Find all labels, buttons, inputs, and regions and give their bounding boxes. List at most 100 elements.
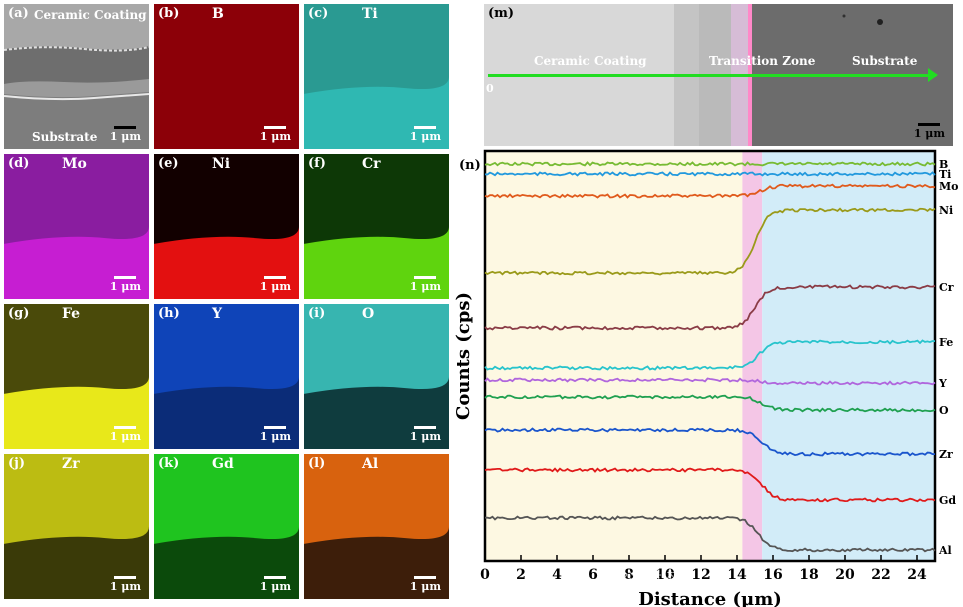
ceramic-coating-label: Ceramic Coating bbox=[34, 8, 147, 22]
series-line-y bbox=[484, 377, 936, 386]
map-panel-y: (h) Y 1 μm bbox=[154, 304, 299, 449]
series-label-b: B bbox=[939, 158, 948, 171]
x-tick-label: 8 bbox=[624, 567, 634, 583]
map-image-b bbox=[154, 4, 299, 149]
scale-bar: 1 μm bbox=[260, 126, 291, 143]
series-label-fe: Fe bbox=[939, 336, 953, 349]
map-panel-cr: (f) Cr 1 μm bbox=[304, 154, 449, 299]
map-image-y bbox=[154, 304, 299, 449]
element-label: Zr bbox=[62, 456, 80, 472]
series-label-o: O bbox=[939, 404, 949, 417]
x-tick-label: 10 bbox=[655, 567, 675, 583]
x-tick-label: 14 bbox=[727, 567, 747, 583]
zone-ceramic-label: Ceramic Coating bbox=[534, 54, 647, 68]
scale-bar: 1 μm bbox=[110, 426, 141, 443]
series-line-cr bbox=[484, 284, 936, 331]
element-label: Gd bbox=[212, 456, 234, 472]
region-band bbox=[742, 151, 763, 561]
x-tick-label: 18 bbox=[799, 567, 818, 583]
scale-bar: 1 μm bbox=[260, 426, 291, 443]
map-panel-ti: (c) Ti 1 μm bbox=[304, 4, 449, 149]
map-image-zr bbox=[4, 454, 149, 599]
map-image-gd bbox=[154, 454, 299, 599]
zone-transition-label: Transition Zone bbox=[709, 54, 816, 68]
map-panel-label: (l) bbox=[308, 456, 326, 471]
scale-bar: 1 μm bbox=[260, 576, 291, 593]
map-image-ni bbox=[154, 154, 299, 299]
line-scan-chart-panel: (n) 0 2 4 6 8 10 12 14 16 18 20 22 24 Distance (μm) Co… bbox=[455, 146, 963, 607]
watermark: 公众号·材料 bbox=[620, 569, 695, 585]
x-tick-label: 4 bbox=[552, 567, 562, 583]
map-panel-fe: (g) Fe 1 μm bbox=[4, 304, 149, 449]
map-image-o bbox=[304, 304, 449, 449]
x-tick-label: 24 bbox=[907, 567, 927, 583]
map-panel-label: (j) bbox=[8, 456, 26, 471]
map-panel-label: (h) bbox=[158, 306, 180, 321]
scale-bar: 1 μm bbox=[110, 126, 141, 143]
element-label: Y bbox=[212, 306, 222, 322]
series-line-zr bbox=[484, 427, 935, 457]
sem-panel-a: (a) Ceramic Coating Substrate 1 μm bbox=[4, 4, 149, 149]
element-label: Mo bbox=[62, 156, 87, 172]
series-label-al: Al bbox=[938, 544, 952, 557]
x-tick-label: 6 bbox=[588, 567, 598, 583]
map-image-cr bbox=[304, 154, 449, 299]
map-image-mo bbox=[4, 154, 149, 299]
element-label: Al bbox=[362, 456, 379, 472]
sem-a-image bbox=[4, 4, 149, 149]
map-panel-zr: (j) Zr 1 μm bbox=[4, 454, 149, 599]
panel-a-label: (a) bbox=[8, 6, 29, 21]
map-panel-b: (b) B 1 μm bbox=[154, 4, 299, 149]
zone-substrate-label: Substrate bbox=[852, 54, 918, 68]
series-line-ti bbox=[484, 171, 936, 177]
element-label: Ti bbox=[362, 6, 378, 22]
scale-bar: 1 μm bbox=[410, 426, 441, 443]
plot-frame bbox=[483, 149, 937, 563]
x-tick-label: 12 bbox=[691, 567, 710, 583]
series-line-gd bbox=[484, 467, 936, 503]
panel-m-label: (m) bbox=[488, 6, 515, 21]
scale-bar: 1 μm bbox=[410, 126, 441, 143]
scale-bar: 1 μm bbox=[110, 276, 141, 293]
x-tick-label: 2 bbox=[516, 567, 526, 583]
element-label: Ni bbox=[212, 156, 231, 172]
map-image-ti bbox=[304, 4, 449, 149]
scale-bar: 1 μm bbox=[410, 276, 441, 293]
element-label: Cr bbox=[362, 156, 381, 172]
series-label-mo: Mo bbox=[939, 180, 959, 193]
x-tick-label: 20 bbox=[835, 567, 855, 583]
sem-panel-m: (m) Ceramic Coating Transition Zone Subs… bbox=[484, 4, 953, 146]
scale-bar: 1 μm bbox=[410, 576, 441, 593]
scale-bar: 1 μm bbox=[110, 576, 141, 593]
element-label: Fe bbox=[62, 306, 81, 322]
map-image-fe bbox=[4, 304, 149, 449]
map-panel-al: (l) Al 1 μm bbox=[304, 454, 449, 599]
series-line-ni bbox=[484, 207, 936, 276]
region-band bbox=[485, 151, 743, 561]
map-panel-ni: (e) Ni 1 μm bbox=[154, 154, 299, 299]
region-band bbox=[762, 151, 935, 561]
x-axis-label: Distance (μm) bbox=[638, 589, 782, 607]
y-axis-label: Counts (cps) bbox=[455, 292, 474, 420]
map-panel-label: (e) bbox=[158, 156, 179, 171]
series-line-o bbox=[484, 394, 936, 413]
map-panel-label: (k) bbox=[158, 456, 180, 471]
scale-bar: 1 μm bbox=[260, 276, 291, 293]
series-label-zr: Zr bbox=[939, 448, 953, 461]
x-tick-label: 0 bbox=[480, 567, 490, 583]
series-label-ni: Ni bbox=[939, 204, 953, 217]
x-tick-label: 16 bbox=[763, 567, 782, 583]
substrate-label: Substrate bbox=[32, 130, 98, 144]
scan-arrow-head bbox=[928, 68, 938, 82]
series-label-ti: Ti bbox=[939, 168, 951, 181]
map-panel-mo: (d) Mo 1 μm bbox=[4, 154, 149, 299]
map-panel-label: (f) bbox=[308, 156, 326, 171]
series-label-y: Y bbox=[938, 377, 947, 390]
element-label: O bbox=[362, 306, 375, 322]
scan-arrow bbox=[488, 74, 936, 77]
element-label: B bbox=[212, 6, 224, 22]
map-panel-label: (c) bbox=[308, 6, 329, 21]
series-line-b bbox=[484, 161, 936, 167]
